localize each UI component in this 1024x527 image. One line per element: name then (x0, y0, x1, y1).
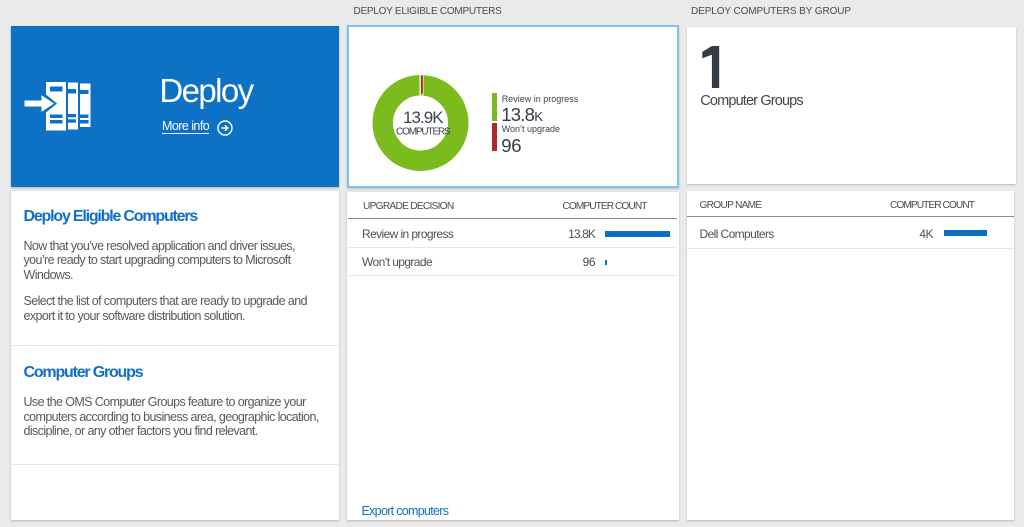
svg-text:COMPUTERS: COMPUTERS (396, 127, 451, 138)
svg-text:13.9K: 13.9K (403, 108, 444, 127)
